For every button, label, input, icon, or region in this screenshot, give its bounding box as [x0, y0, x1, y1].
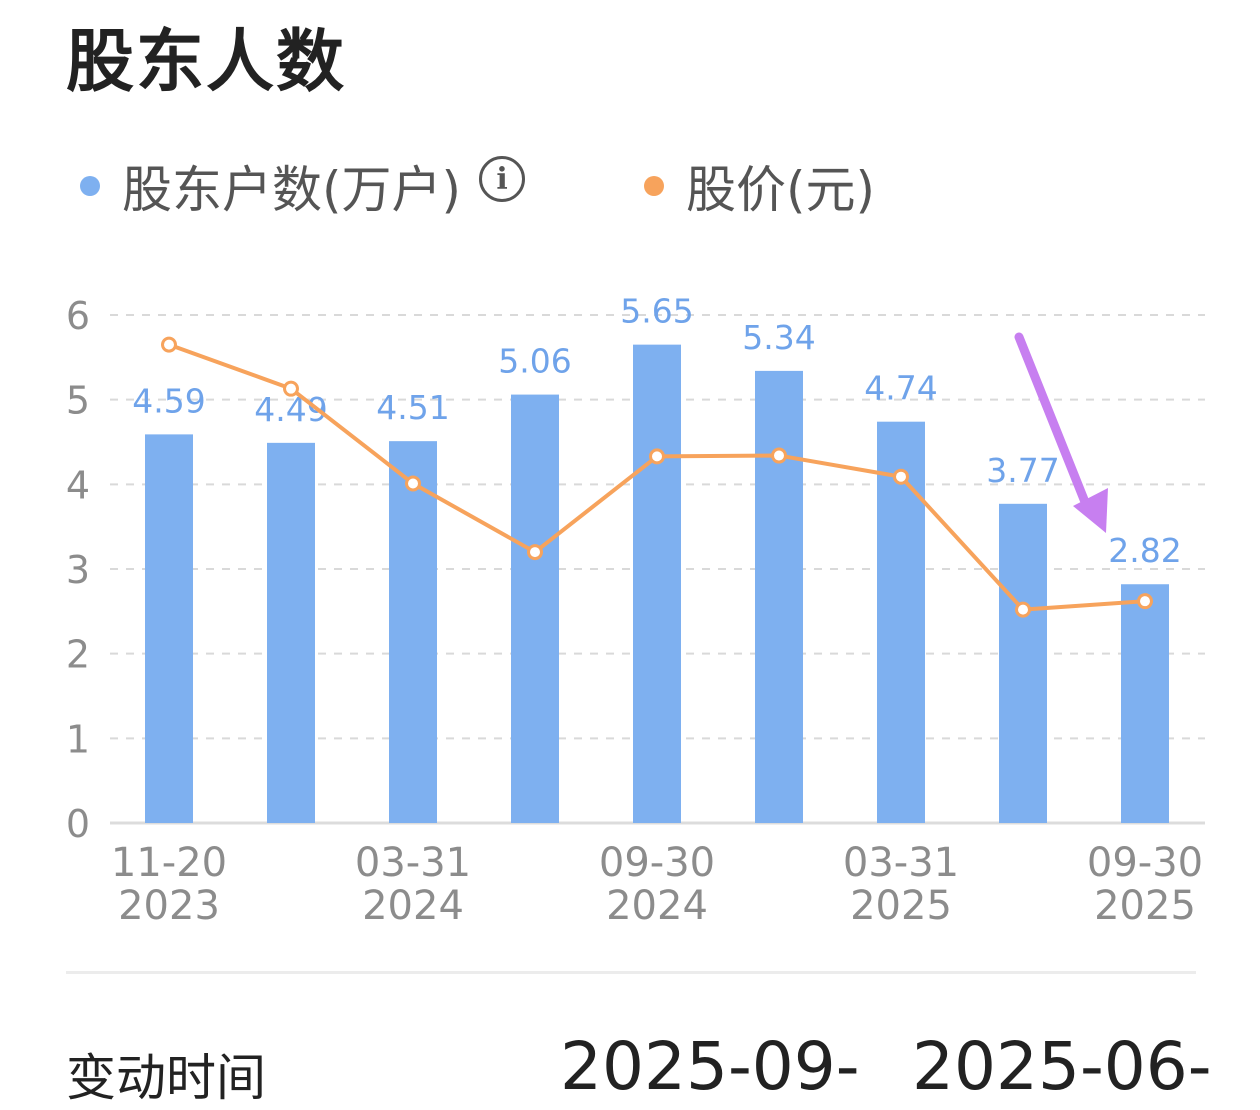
- price-point[interactable]: [1015, 601, 1031, 618]
- y-tick-label: 2: [66, 633, 90, 677]
- bar[interactable]: [633, 344, 681, 823]
- y-tick-label: 4: [66, 463, 90, 507]
- bar-value-label: 2.82: [1108, 531, 1181, 570]
- legend-item-shareholders[interactable]: 股东户数(万户) i: [80, 150, 526, 222]
- x-tick-label-year: 2025: [850, 883, 952, 929]
- x-tick-label-year: 2024: [606, 883, 708, 929]
- bar[interactable]: [511, 394, 559, 823]
- x-tick-label-date: 03-31: [843, 840, 959, 886]
- x-tick-label-year: 2025: [1094, 883, 1196, 929]
- bar[interactable]: [755, 370, 803, 823]
- change-date-2: 2025-06-: [912, 1028, 1212, 1105]
- bar-value-label: 4.59: [132, 381, 205, 420]
- bar[interactable]: [267, 442, 315, 823]
- x-tick-label-date: 03-31: [355, 840, 471, 886]
- bar-value-label: 4.74: [864, 369, 937, 408]
- section-divider: [66, 971, 1196, 974]
- x-axis-ticks: 11-20202303-31202409-30202403-31202509-3…: [111, 840, 1203, 929]
- price-point[interactable]: [161, 336, 177, 353]
- bar-series: [145, 344, 1169, 823]
- legend-item-price[interactable]: 股价(元): [644, 150, 875, 222]
- x-tick-label-year: 2023: [118, 883, 220, 929]
- y-tick-label: 0: [66, 802, 90, 846]
- y-tick-label: 3: [66, 548, 90, 592]
- legend-dot-price: [644, 176, 664, 196]
- bar-labels: 4.59 4.49 4.515.065.655.344.743.772.82: [132, 292, 1181, 571]
- x-tick-label-date: 09-30: [599, 840, 715, 886]
- legend-label-price: 股价(元): [686, 161, 876, 219]
- bar-value-label: 5.65: [620, 292, 693, 331]
- annotation-arrow-head: [1073, 488, 1108, 533]
- bar[interactable]: [145, 434, 193, 823]
- price-line-series: [161, 336, 1153, 618]
- page-title: 股东人数: [66, 23, 347, 102]
- annotation-arrow-shaft: [1014, 332, 1090, 507]
- y-tick-label: 6: [66, 294, 90, 338]
- y-tick-label: 1: [66, 717, 90, 761]
- x-tick-label-date: 11-20: [111, 840, 227, 886]
- price-point[interactable]: [283, 380, 299, 397]
- annotation-arrow: [1014, 332, 1108, 533]
- x-tick-label-year: 2024: [362, 883, 464, 929]
- bar-value-label: 5.34: [742, 318, 815, 357]
- bar[interactable]: [1121, 584, 1169, 823]
- bar[interactable]: [877, 421, 925, 823]
- change-date-label: 变动时间: [66, 1049, 266, 1107]
- price-point[interactable]: [771, 447, 787, 464]
- price-point[interactable]: [893, 468, 909, 485]
- bar-value-label: 3.77: [986, 451, 1059, 490]
- y-axis-ticks: 0 1 2 3 4 5 6: [66, 294, 90, 846]
- bar-value-label: 4.51: [376, 388, 449, 427]
- bar[interactable]: [999, 503, 1047, 823]
- bar-value-label: 5.06: [498, 342, 571, 381]
- price-point[interactable]: [405, 475, 421, 492]
- legend-label-shareholders: 股东户数(万户): [122, 161, 462, 219]
- bar[interactable]: [389, 441, 437, 823]
- info-circle-icon[interactable]: i: [479, 156, 526, 202]
- price-point[interactable]: [1137, 593, 1153, 610]
- price-point[interactable]: [527, 544, 543, 561]
- legend-dot-shareholders: [80, 176, 100, 196]
- y-tick-label: 5: [66, 379, 90, 423]
- chart-legend: 股东户数(万户) i 股价(元): [0, 0, 1260, 240]
- price-point[interactable]: [649, 448, 665, 465]
- x-tick-label-date: 09-30: [1087, 840, 1203, 886]
- change-date-1: 2025-09-: [560, 1028, 860, 1105]
